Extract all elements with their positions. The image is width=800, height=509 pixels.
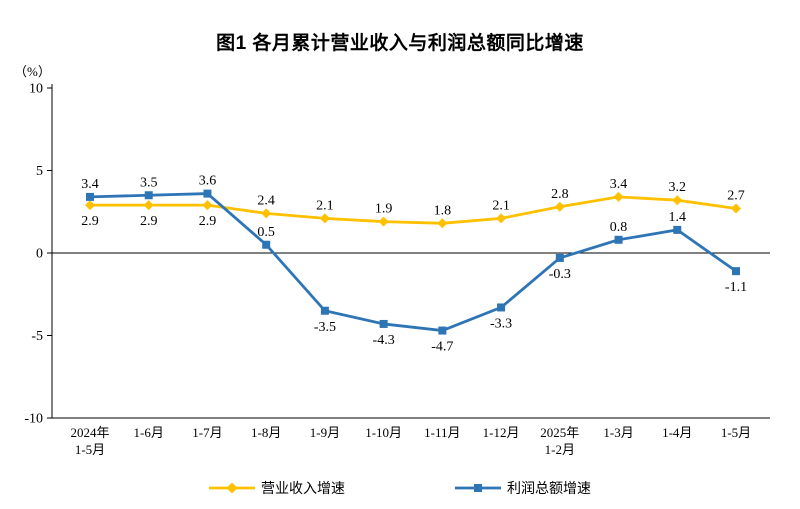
data-label: 3.6: [199, 174, 217, 189]
data-point-marker: [497, 303, 506, 312]
data-label: 2.8: [551, 187, 569, 202]
data-point-marker: [320, 306, 329, 315]
diamond-marker-icon: [209, 482, 255, 494]
data-label: 1.8: [434, 203, 452, 218]
data-point-marker: [262, 240, 271, 249]
data-point-marker: [319, 213, 330, 224]
data-label: 2.1: [316, 198, 334, 213]
data-point-marker: [731, 203, 741, 214]
legend-item-profit: 利润总额增速: [455, 478, 591, 498]
x-axis-label: 1-9月: [310, 425, 340, 440]
data-point-marker: [673, 225, 682, 234]
x-axis-label: 2024年 1-5月: [70, 425, 109, 457]
y-axis-tick-label: 10: [29, 82, 43, 97]
data-label: -1.1: [725, 280, 747, 295]
data-point-marker: [203, 189, 212, 198]
data-point-marker: [555, 253, 564, 262]
data-point-marker: [614, 235, 623, 244]
x-axis-label: 1-5月: [721, 425, 751, 440]
y-axis-tick-label: 5: [36, 164, 43, 179]
data-point-marker: [202, 200, 213, 211]
series-profit: 3.4 3.5 3.6 0.5 -3.5 -4.3 -4.7 -3.3 -0.3 0.8 1.4 -1…: [81, 174, 747, 355]
legend-item-revenue: 营业收入增速: [209, 478, 345, 498]
x-axis-label: 1-6月: [134, 425, 164, 440]
data-point-marker: [379, 319, 388, 328]
legend: 营业收入增速 利润总额增速: [0, 478, 800, 498]
square-marker-icon: [455, 484, 501, 492]
data-label: 2.9: [140, 214, 158, 229]
data-label: 3.2: [669, 180, 687, 195]
data-label: 1.4: [669, 210, 687, 225]
data-point-marker: [554, 201, 565, 212]
data-point-marker: [143, 200, 154, 211]
data-label: 3.4: [81, 177, 99, 192]
data-label: 2.7: [727, 188, 745, 203]
data-point-marker: [732, 267, 740, 276]
data-point-marker: [672, 195, 683, 206]
data-point-marker: [496, 213, 507, 224]
x-axis-label: 1-8月: [251, 425, 281, 440]
data-label: 0.5: [257, 225, 275, 240]
y-axis-tick-label: 0: [36, 247, 43, 262]
series-line: [90, 195, 737, 225]
data-point-marker: [85, 200, 95, 211]
data-point-marker: [613, 191, 624, 202]
data-point-marker: [378, 216, 389, 227]
data-point-marker: [261, 208, 272, 219]
data-label: -4.7: [431, 340, 453, 355]
data-label: -4.3: [373, 333, 395, 348]
data-point-marker: [438, 326, 447, 335]
y-axis-tick-label: -5: [31, 329, 43, 344]
x-axis-label: 1-4月: [662, 425, 692, 440]
data-label: 0.8: [610, 220, 628, 235]
series-line: [89, 192, 737, 332]
data-point-marker: [437, 218, 448, 229]
data-point-marker: [86, 192, 94, 201]
data-label: 1.9: [375, 202, 393, 217]
data-label: 2.9: [81, 214, 99, 229]
data-label: 2.4: [257, 193, 275, 208]
y-axis-tick-label: -10: [24, 412, 43, 427]
x-axis-label: 1-10月: [365, 425, 402, 440]
data-label: 2.1: [492, 198, 510, 213]
x-axis-label: 1-11月: [424, 425, 460, 440]
data-label: -3.3: [490, 316, 512, 331]
chart-title: 图1 各月累计营业收入与利润总额同比增速: [216, 33, 584, 54]
x-axis-label: 1-3月: [603, 425, 633, 440]
y-axis-unit-label: （%）: [14, 64, 51, 79]
data-point-marker: [144, 191, 153, 200]
data-label: 2.9: [199, 214, 217, 229]
x-axis-label: 1-12月: [483, 425, 520, 440]
data-label: -3.5: [314, 320, 336, 335]
data-label: -0.3: [549, 267, 571, 282]
legend-label: 利润总额增速: [507, 480, 591, 496]
data-label: 3.4: [610, 177, 628, 192]
x-axis-label: 2025年 1-2月: [540, 425, 579, 457]
x-axis-label: 1-7月: [192, 425, 222, 440]
data-label: 3.5: [140, 175, 158, 190]
series-revenue: 2.9 2.9 2.9 2.4 2.1 1.9 1.8 2.1 2.8 3.4 3.2 2.7: [81, 177, 745, 229]
legend-label: 营业收入增速: [261, 480, 345, 496]
